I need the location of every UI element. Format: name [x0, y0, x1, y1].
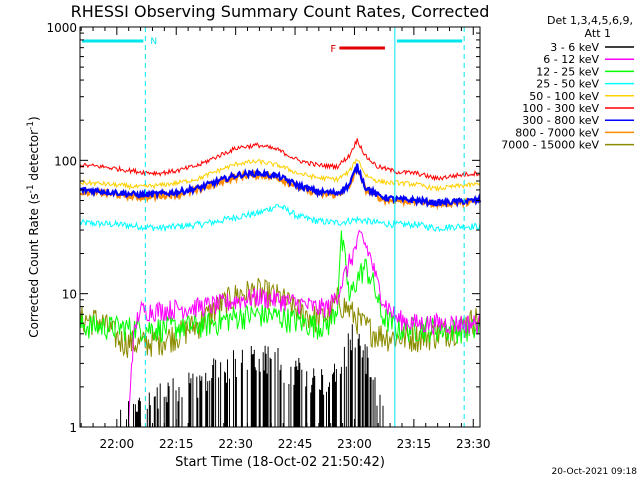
x-tick-label: 22:15 — [159, 437, 194, 451]
x-tick-label: 23:15 — [397, 437, 432, 451]
legend-header-line2: Att 1 — [585, 27, 611, 40]
legend-header-line1: Det 1,3,4,5,6,9, — [547, 14, 633, 27]
legend-entry-label: 7000 - 15000 keV — [501, 139, 599, 152]
x-tick-label: 22:00 — [100, 437, 135, 451]
x-axis: 22:00 22:15 22:30 22:45 23:00 23:15 23:30 — [80, 27, 491, 451]
legend-entry-label: 800 - 7000 keV — [515, 126, 599, 139]
x-tick-label: 22:30 — [218, 437, 253, 451]
legend-entry-label: 12 - 25 keV — [536, 65, 599, 78]
y-tick-label: 100 — [54, 154, 77, 168]
night-label: N — [150, 37, 157, 47]
x-tick-label: 23:30 — [456, 437, 491, 451]
x-axis-label: Start Time (18-Oct-02 21:50:42) — [175, 455, 385, 470]
legend-entry-label: 3 - 6 keV — [550, 41, 599, 54]
y-axis-label-end: ) — [27, 116, 41, 121]
series-line — [79, 138, 481, 182]
legend-entry-label: 50 - 100 keV — [529, 90, 599, 103]
series-line — [128, 229, 481, 428]
y-axis-label-main: Corrected Count Rate (s — [27, 193, 41, 337]
plot-frame — [79, 26, 481, 428]
y-axis-label: Corrected Count Rate (s-1 detector-1) — [26, 116, 41, 337]
series-line — [79, 163, 482, 208]
y-axis-label-mid: detector — [27, 130, 41, 185]
series-line — [79, 277, 481, 358]
series-line — [79, 158, 481, 192]
chart-title: RHESSI Observing Summary Count Rates, Co… — [71, 2, 490, 21]
y-tick-label: 1 — [69, 421, 77, 435]
legend-entry-label: 25 - 50 keV — [536, 78, 599, 91]
series-line — [120, 324, 384, 427]
x-tick-label: 23:00 — [337, 437, 372, 451]
flare-label: F — [330, 44, 336, 55]
legend-entry-label: 6 - 12 keV — [543, 53, 599, 66]
y-tick-label: 10 — [62, 288, 77, 302]
series-line — [79, 204, 481, 233]
series-group — [79, 138, 482, 428]
y-axis: 1 10 100 1000 — [46, 21, 480, 435]
legend-entry-label: 300 - 800 keV — [522, 114, 599, 127]
legend-entry-label: 100 - 300 keV — [522, 102, 599, 115]
y-axis-label-sup2: -1 — [26, 121, 36, 130]
x-tick-label: 22:45 — [278, 437, 313, 451]
footer-date: 20-Oct-2021 09:18 — [552, 467, 638, 477]
y-tick-label: 1000 — [46, 21, 77, 35]
y-axis-label-sup1: -1 — [26, 184, 36, 193]
annotation-group: NF — [82, 27, 465, 427]
